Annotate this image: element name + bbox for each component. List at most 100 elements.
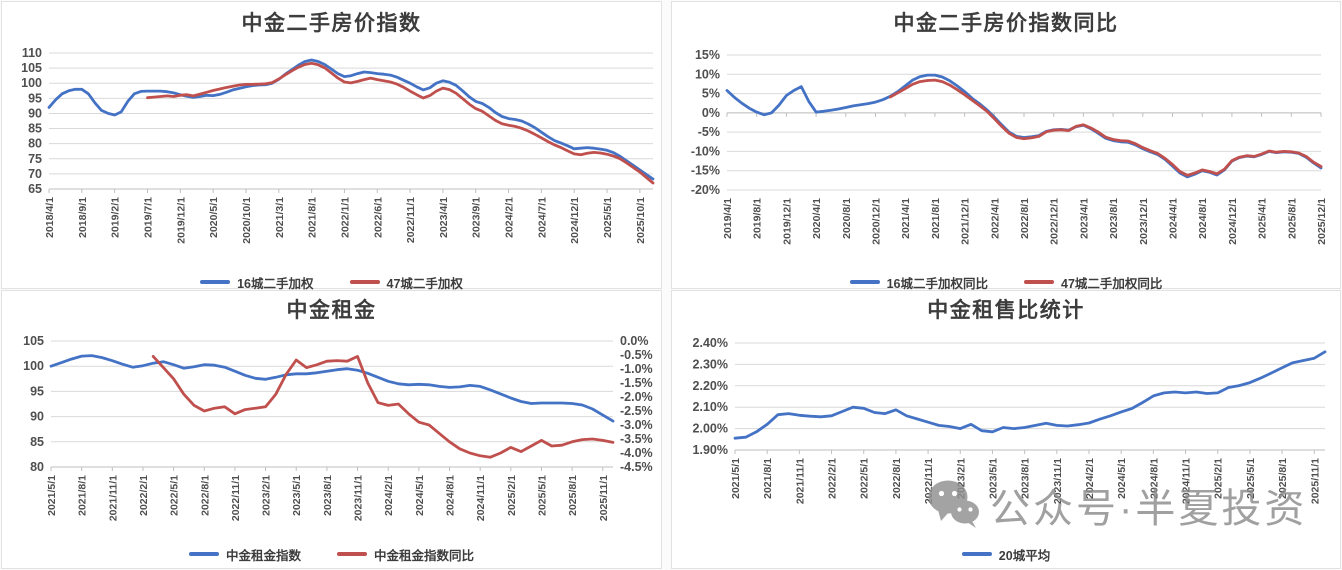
svg-text:0.0%: 0.0% [620, 334, 649, 348]
svg-text:2024/2/1: 2024/2/1 [1084, 458, 1096, 499]
svg-text:2021/5/1: 2021/5/1 [730, 458, 742, 499]
svg-text:2019/4/1: 2019/4/1 [722, 198, 734, 239]
legend-item-series-0: 16城二手加权同比 [849, 273, 988, 292]
svg-text:-4.5%: -4.5% [620, 460, 653, 474]
svg-text:2018/9/1: 2018/9/1 [77, 197, 89, 238]
chart-panel-rent-to-price-ratio: 中金租售比统计 2.40% 2.30% 2.20% 2.10% 2.00% 1.90% 20… [671, 290, 1341, 569]
svg-text:2019/12/1: 2019/12/1 [175, 197, 187, 244]
svg-text:2023/8/1: 2023/8/1 [1020, 458, 1032, 499]
svg-text:2024/4/1: 2024/4/1 [1168, 198, 1180, 239]
svg-text:2021/11/1: 2021/11/1 [794, 458, 806, 504]
svg-text:2025/12/1: 2025/12/1 [1316, 198, 1328, 245]
svg-text:2020/4/1: 2020/4/1 [811, 198, 823, 239]
series-line [47, 58, 655, 181]
svg-text:80: 80 [28, 137, 42, 151]
svg-text:-0.5%: -0.5% [620, 348, 653, 362]
svg-text:100: 100 [23, 359, 44, 373]
svg-text:2025/2/1: 2025/2/1 [506, 475, 518, 516]
svg-text:-1.0%: -1.0% [620, 362, 653, 376]
svg-text:2023/11/1: 2023/11/1 [1052, 458, 1064, 504]
svg-text:105: 105 [21, 61, 42, 75]
legend: 20城平均 [672, 544, 1340, 564]
series-line [151, 354, 615, 459]
svg-text:2020/10/1: 2020/10/1 [241, 197, 253, 244]
legend-label: 中金租金指数 [225, 548, 301, 563]
svg-text:2022/11/1: 2022/11/1 [405, 197, 417, 243]
legend: 16城二手加权同比 47城二手加权同比 [672, 272, 1340, 292]
svg-text:2025/8/1: 2025/8/1 [1286, 198, 1298, 239]
svg-text:75: 75 [28, 152, 42, 166]
svg-text:-10%: -10% [691, 144, 720, 158]
svg-text:2024/2/1: 2024/2/1 [383, 475, 395, 516]
svg-text:-1.5%: -1.5% [620, 376, 653, 390]
legend-item-series-1: 中金租金指数同比 [337, 545, 474, 564]
chart-panel-price-index-yoy: 中金二手房价指数同比 15% 10% 5% 0% -5% -10% -15% -20% 2019… [671, 1, 1341, 292]
svg-text:65: 65 [28, 182, 42, 196]
svg-text:2025/8/1: 2025/8/1 [1277, 458, 1289, 499]
legend: 16城二手加权 47城二手加权 [2, 272, 661, 292]
series-line [733, 350, 1327, 440]
svg-text:2019/12/1: 2019/12/1 [781, 198, 793, 245]
legend-label: 中金租金指数同比 [374, 548, 475, 563]
svg-text:2023/2/1: 2023/2/1 [955, 458, 967, 499]
svg-text:0%: 0% [702, 106, 720, 120]
svg-text:2024/12/1: 2024/12/1 [569, 197, 581, 244]
legend-line-swatch [337, 552, 367, 556]
svg-text:-20%: -20% [691, 183, 720, 197]
svg-text:15%: 15% [695, 48, 720, 62]
svg-text:2020/5/1: 2020/5/1 [208, 197, 220, 238]
svg-text:2025/5/1: 2025/5/1 [536, 475, 548, 516]
legend-label: 16城二手加权 [237, 276, 314, 291]
svg-text:2024/8/1: 2024/8/1 [1197, 198, 1209, 239]
svg-text:5%: 5% [702, 87, 720, 101]
svg-text:2.00%: 2.00% [693, 422, 728, 436]
svg-text:2022/8/1: 2022/8/1 [891, 458, 903, 499]
legend-label: 16城二手加权同比 [886, 276, 988, 291]
svg-text:2023/4/1: 2023/4/1 [1078, 198, 1090, 239]
chart-title: 中金租售比统计 [927, 297, 1085, 322]
svg-text:2025/5/1: 2025/5/1 [602, 197, 614, 238]
legend-line-swatch [849, 280, 880, 284]
legend: 中金租金指数 中金租金指数同比 [2, 544, 661, 564]
svg-text:-3.0%: -3.0% [620, 418, 653, 432]
svg-text:2022/5/1: 2022/5/1 [859, 458, 871, 499]
svg-text:2023/12/1: 2023/12/1 [1138, 198, 1150, 245]
svg-text:2020/8/1: 2020/8/1 [841, 198, 853, 239]
svg-text:100: 100 [21, 76, 42, 90]
svg-text:2.10%: 2.10% [693, 400, 728, 414]
svg-text:-4.0%: -4.0% [620, 446, 653, 460]
legend-line-swatch [200, 280, 231, 284]
svg-text:2025/4/1: 2025/4/1 [1257, 198, 1269, 239]
svg-text:2023/5/1: 2023/5/1 [987, 458, 999, 499]
legend-item-series-1: 47城二手加权同比 [1024, 273, 1162, 292]
svg-text:2.40%: 2.40% [693, 336, 728, 350]
svg-text:105: 105 [23, 334, 44, 348]
svg-text:2019/2/1: 2019/2/1 [110, 197, 122, 238]
chart-title: 中金租金 [286, 297, 377, 322]
chart-title: 中金二手房价指数同比 [893, 10, 1119, 35]
svg-text:-3.5%: -3.5% [620, 432, 653, 446]
svg-text:2021/8/1: 2021/8/1 [77, 475, 89, 516]
svg-text:2023/4/1: 2023/4/1 [438, 197, 450, 238]
svg-text:2023/9/1: 2023/9/1 [471, 197, 483, 238]
svg-text:2021/3/1: 2021/3/1 [274, 197, 286, 238]
svg-text:-2.5%: -2.5% [620, 404, 653, 418]
svg-text:2022/11/1: 2022/11/1 [230, 475, 242, 521]
svg-text:-5%: -5% [698, 125, 720, 139]
svg-text:-2.0%: -2.0% [620, 390, 653, 404]
legend-item-series-0: 20城平均 [961, 545, 1050, 564]
svg-text:2024/2/1: 2024/2/1 [504, 197, 516, 238]
legend-item-series-0: 中金租金指数 [188, 545, 301, 564]
rent-index-plot: 105 100 95 90 85 80 0.0%-0.5%-1.0%-1.5%-2.0%-2… [23, 334, 653, 521]
series-line [49, 354, 615, 423]
legend-item-series-1: 47城二手加权 [349, 273, 463, 292]
legend-line-swatch [188, 552, 219, 556]
svg-text:2021/4/1: 2021/4/1 [900, 198, 912, 239]
svg-text:2.30%: 2.30% [693, 357, 728, 371]
svg-text:1.90%: 1.90% [693, 443, 728, 457]
rent-to-price-ratio-plot: 2.40% 2.30% 2.20% 2.10% 2.00% 1.90%2021/5/1 20… [693, 336, 1327, 504]
svg-text:2.20%: 2.20% [693, 379, 728, 393]
svg-text:2022/12/1: 2022/12/1 [1049, 198, 1061, 245]
legend-line-swatch [961, 552, 992, 556]
svg-text:2022/5/1: 2022/5/1 [169, 475, 181, 516]
